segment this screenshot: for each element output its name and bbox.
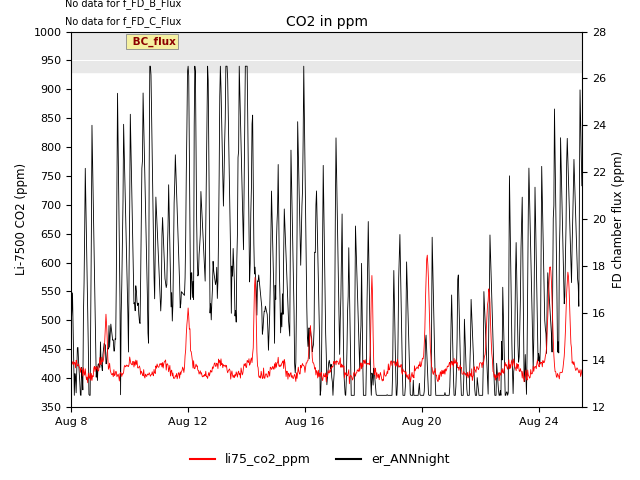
- Legend: li75_co2_ppm, er_ANNnight: li75_co2_ppm, er_ANNnight: [186, 448, 454, 471]
- Text: No data for f_FD_C_Flux: No data for f_FD_C_Flux: [65, 16, 181, 27]
- Y-axis label: FD chamber flux (ppm): FD chamber flux (ppm): [612, 151, 625, 288]
- Text: BC_flux: BC_flux: [129, 36, 176, 47]
- Text: No data for f_FD_B_Flux: No data for f_FD_B_Flux: [65, 0, 181, 9]
- Title: CO2 in ppm: CO2 in ppm: [286, 15, 368, 29]
- Bar: [71, 32, 582, 72]
- Y-axis label: Li-7500 CO2 (ppm): Li-7500 CO2 (ppm): [15, 163, 28, 275]
